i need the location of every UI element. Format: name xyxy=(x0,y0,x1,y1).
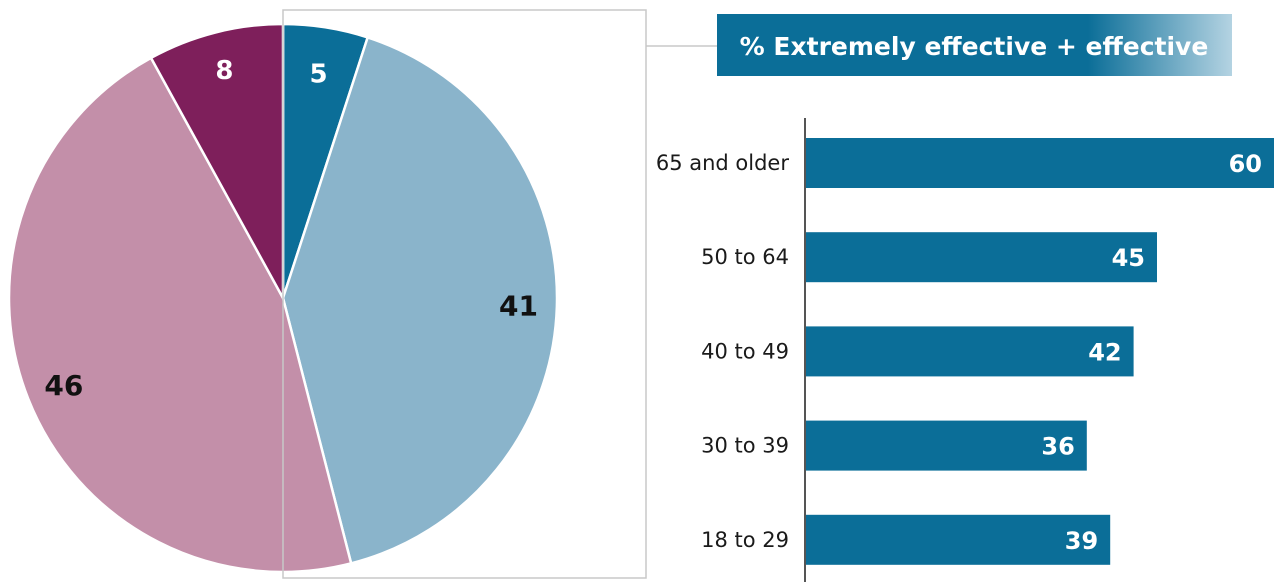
bar xyxy=(806,514,1111,565)
bar-category-label: 65 and older xyxy=(656,151,790,175)
pie-callout-box xyxy=(282,9,647,579)
pie-slice xyxy=(149,22,285,299)
bar xyxy=(806,138,1274,188)
bar-value-label: 42 xyxy=(1088,338,1121,366)
bar-value-label: 39 xyxy=(1065,527,1098,555)
bar-category-label: 40 to 49 xyxy=(701,339,789,363)
pie-slice-label: 8 xyxy=(215,56,233,86)
pie-slice-label: 41 xyxy=(499,289,538,322)
bar-value-label: 60 xyxy=(1229,150,1262,178)
bar xyxy=(806,232,1157,283)
bar-panel-title: % Extremely effective + effective xyxy=(740,32,1209,61)
bar xyxy=(806,326,1134,377)
pie-slice-label: 5 xyxy=(310,60,328,90)
pie-slice-label: 46 xyxy=(44,369,83,402)
bar-category-label: 18 to 29 xyxy=(701,528,789,552)
bar-category-label: 50 to 64 xyxy=(701,245,789,269)
bar xyxy=(806,420,1087,471)
bar-panel-title-background xyxy=(717,14,1232,76)
bar-category-label: 30 to 39 xyxy=(701,434,789,458)
bar-value-label: 45 xyxy=(1112,244,1145,272)
pie-chart: 5 41 46 8 xyxy=(7,22,559,574)
bar-value-label: 36 xyxy=(1041,433,1074,461)
bar-chart: 65 and older 60 50 to 64 45 40 to 49 42 30 to … xyxy=(656,138,1274,565)
pie-slice xyxy=(7,56,353,574)
pie-slice xyxy=(281,35,559,565)
